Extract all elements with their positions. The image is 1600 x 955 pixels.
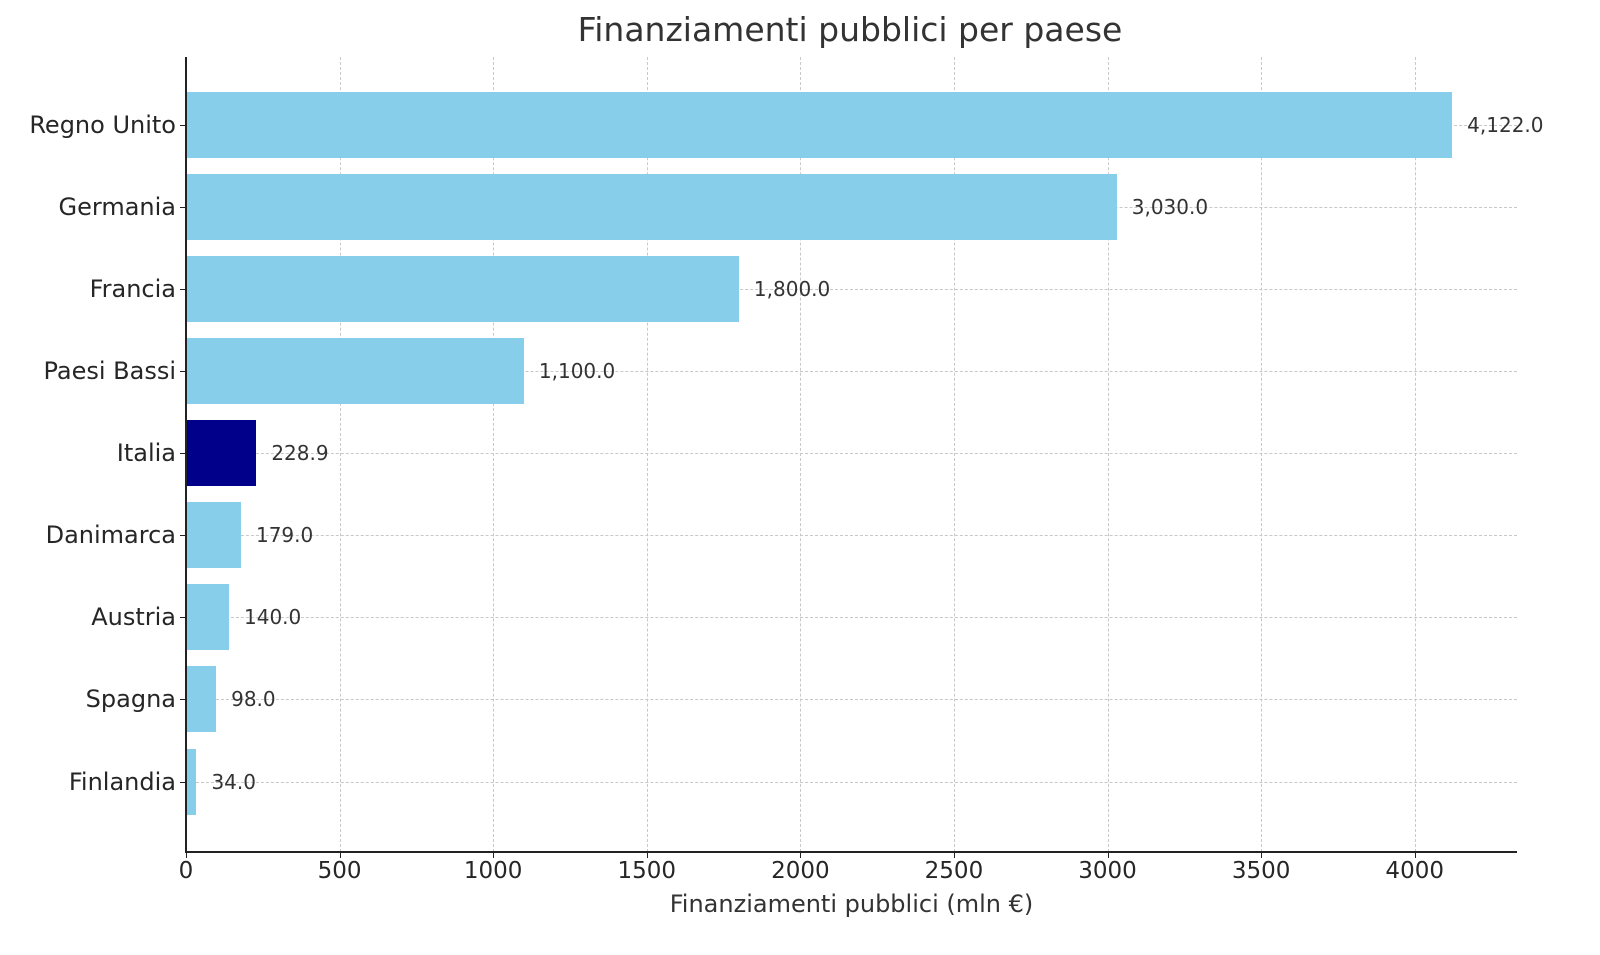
y-tick-mark [180,371,186,372]
y-tick-mark [180,453,186,454]
y-tick-mark [180,699,186,700]
x-tick-mark [1107,852,1109,858]
bar-germania [186,174,1117,240]
y-tick-mark [180,289,186,290]
x-tick-mark [339,852,341,858]
x-gridline [493,57,495,852]
bar-value-label: 179.0 [255,523,314,547]
bar-italia [186,420,257,486]
y-tick-mark [180,535,186,536]
bar-value-label: 140.0 [244,605,302,629]
bar-spagna [186,666,217,732]
x-tick-label: 4000 [1385,858,1444,884]
plot-area: 4,122.0 3,030.0 1,800.0 1,100.0 228.9 179.0 14… [186,57,1544,852]
y-tick-label: Regno Unito [29,111,176,139]
y-gridline [186,699,1517,700]
bar-austria [186,584,229,650]
bar-regno-unito [186,92,1453,158]
bar-value-label: 1,100.0 [538,359,616,383]
x-tick-mark [186,852,187,858]
y-gridline [186,371,1517,372]
y-tick-mark [180,782,186,783]
x-tick-mark [800,852,802,858]
y-axis-line [185,57,187,853]
bar-paesi-bassi [186,338,524,404]
x-gridline [1261,57,1263,852]
x-tick-mark [493,852,495,858]
y-tick-label: Finlandia [68,768,176,796]
x-tick-label: 0 [178,858,194,884]
y-gridline [186,617,1517,618]
x-tick-label: 500 [317,858,362,884]
y-tick-mark [180,125,186,126]
bar-value-label: 4,122.0 [1467,113,1544,137]
x-tick-label: 3500 [1231,858,1291,884]
y-gridline [186,782,1517,783]
y-gridline [186,289,1517,290]
x-gridline [339,57,341,852]
y-tick-label: Spagna [85,685,176,713]
x-gridline [800,57,802,852]
y-tick-label: Austria [91,603,176,631]
bar-value-label: 98.0 [231,687,276,711]
x-gridline [646,57,648,852]
x-tick-label: 1500 [617,858,677,884]
y-gridline [186,453,1517,454]
bar-danimarca [186,502,241,568]
y-tick-mark [180,617,186,618]
bar-value-label: 1,800.0 [753,277,831,301]
x-gridline [953,57,955,852]
y-gridline [186,535,1517,536]
bar-francia [186,256,739,322]
bar-finlandia [186,749,197,815]
y-tick-label: Danimarca [45,521,176,549]
x-gridline [1414,57,1416,852]
y-tick-label: Francia [89,275,176,303]
bar-value-label: 3,030.0 [1131,195,1209,219]
x-tick-mark [1261,852,1263,858]
x-tick-mark [646,852,648,858]
x-tick-label: 1000 [463,858,523,884]
x-axis-title: Finanziamenti pubblici (mln €) [669,890,1034,918]
y-tick-label: Paesi Bassi [43,357,176,385]
y-tick-label: Germania [58,193,176,221]
x-tick-label: 2500 [924,858,984,884]
x-tick-mark [953,852,955,858]
x-axis-line [185,851,1517,853]
bar-value-label: 228.9 [271,441,329,465]
x-tick-label: 3000 [1078,858,1137,884]
x-gridline [1107,57,1109,852]
y-tick-mark [180,207,186,208]
y-tick-label: Italia [116,439,176,467]
x-tick-label: 2000 [771,858,830,884]
bar-value-label: 34.0 [211,770,256,794]
chart-title: Finanziamenti pubblici per paese [577,10,1123,49]
x-tick-mark [1414,852,1416,858]
